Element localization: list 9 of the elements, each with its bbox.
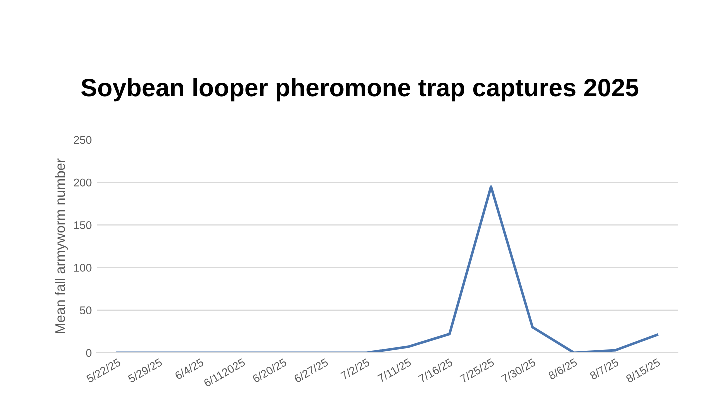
y-tick-label: 150	[74, 221, 92, 230]
y-tick-label: 200	[74, 178, 92, 187]
y-tick-label: 50	[80, 306, 92, 315]
y-tick-label: 0	[86, 349, 92, 358]
y-axis-title: Mean fall armyworm number	[55, 158, 68, 334]
line-series	[116, 186, 658, 353]
y-tick-label: 100	[74, 264, 92, 272]
chart-title: Soybean looper pheromone trap captures 2025	[81, 78, 639, 102]
y-tick-label: 250	[74, 136, 92, 144]
